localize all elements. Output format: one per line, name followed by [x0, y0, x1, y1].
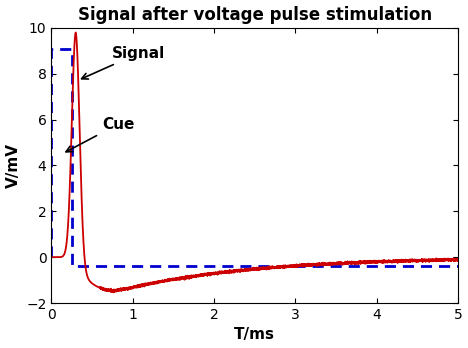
Text: Cue: Cue: [66, 117, 134, 152]
Title: Signal after voltage pulse stimulation: Signal after voltage pulse stimulation: [78, 6, 432, 24]
X-axis label: T/ms: T/ms: [234, 327, 275, 342]
Text: Signal: Signal: [81, 46, 166, 79]
Y-axis label: V/mV: V/mV: [6, 143, 21, 188]
